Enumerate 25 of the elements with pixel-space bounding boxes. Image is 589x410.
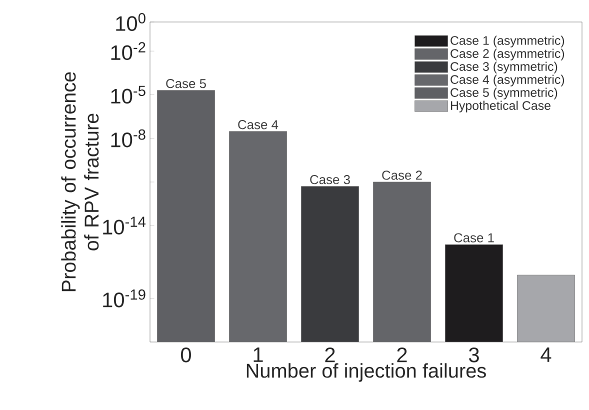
x-tick-label: 2	[397, 348, 407, 362]
y-tick-label: 10$^{-8}$	[111, 129, 146, 148]
data-label: Case 2	[382, 170, 422, 180]
legend-label: Case 1 (asymmetric)	[450, 36, 564, 48]
y-tick-label: 10$^{-2}$	[111, 42, 146, 60]
legend-label: Case 4 (asymmetric)	[450, 74, 564, 86]
x-tick-label: 2	[325, 348, 335, 362]
y-tick-label: 10$^{0}$	[116, 13, 146, 31]
x-tick-label: 3	[468, 348, 479, 362]
x-axis-title: Number of injection failures	[246, 363, 486, 382]
legend-label: Hypothetical Case	[450, 100, 550, 112]
x-tick-label: 4	[540, 348, 552, 362]
data-label: Case 3	[310, 175, 350, 184]
legend-label: Case 2 (asymmetric)	[450, 48, 564, 60]
data-label: Case 4	[238, 120, 278, 130]
legend-label: Case 5 (symmetric)	[450, 88, 558, 100]
y-axis-title: Probability of occurrence of RPV fracture	[61, 72, 99, 292]
y-tick-label: 10$^{-5}$	[111, 86, 146, 104]
data-label: Case 5	[166, 78, 206, 88]
data-label: Case 1	[454, 233, 494, 242]
legend-label: Case 3 (symmetric)	[450, 62, 558, 74]
x-tick-label: 0	[180, 348, 191, 362]
y-tick-label: 10$^{-19}$	[103, 289, 146, 308]
x-tick-label: 1	[254, 348, 263, 362]
y-tick-label: 10$^{-14}$	[103, 216, 146, 235]
